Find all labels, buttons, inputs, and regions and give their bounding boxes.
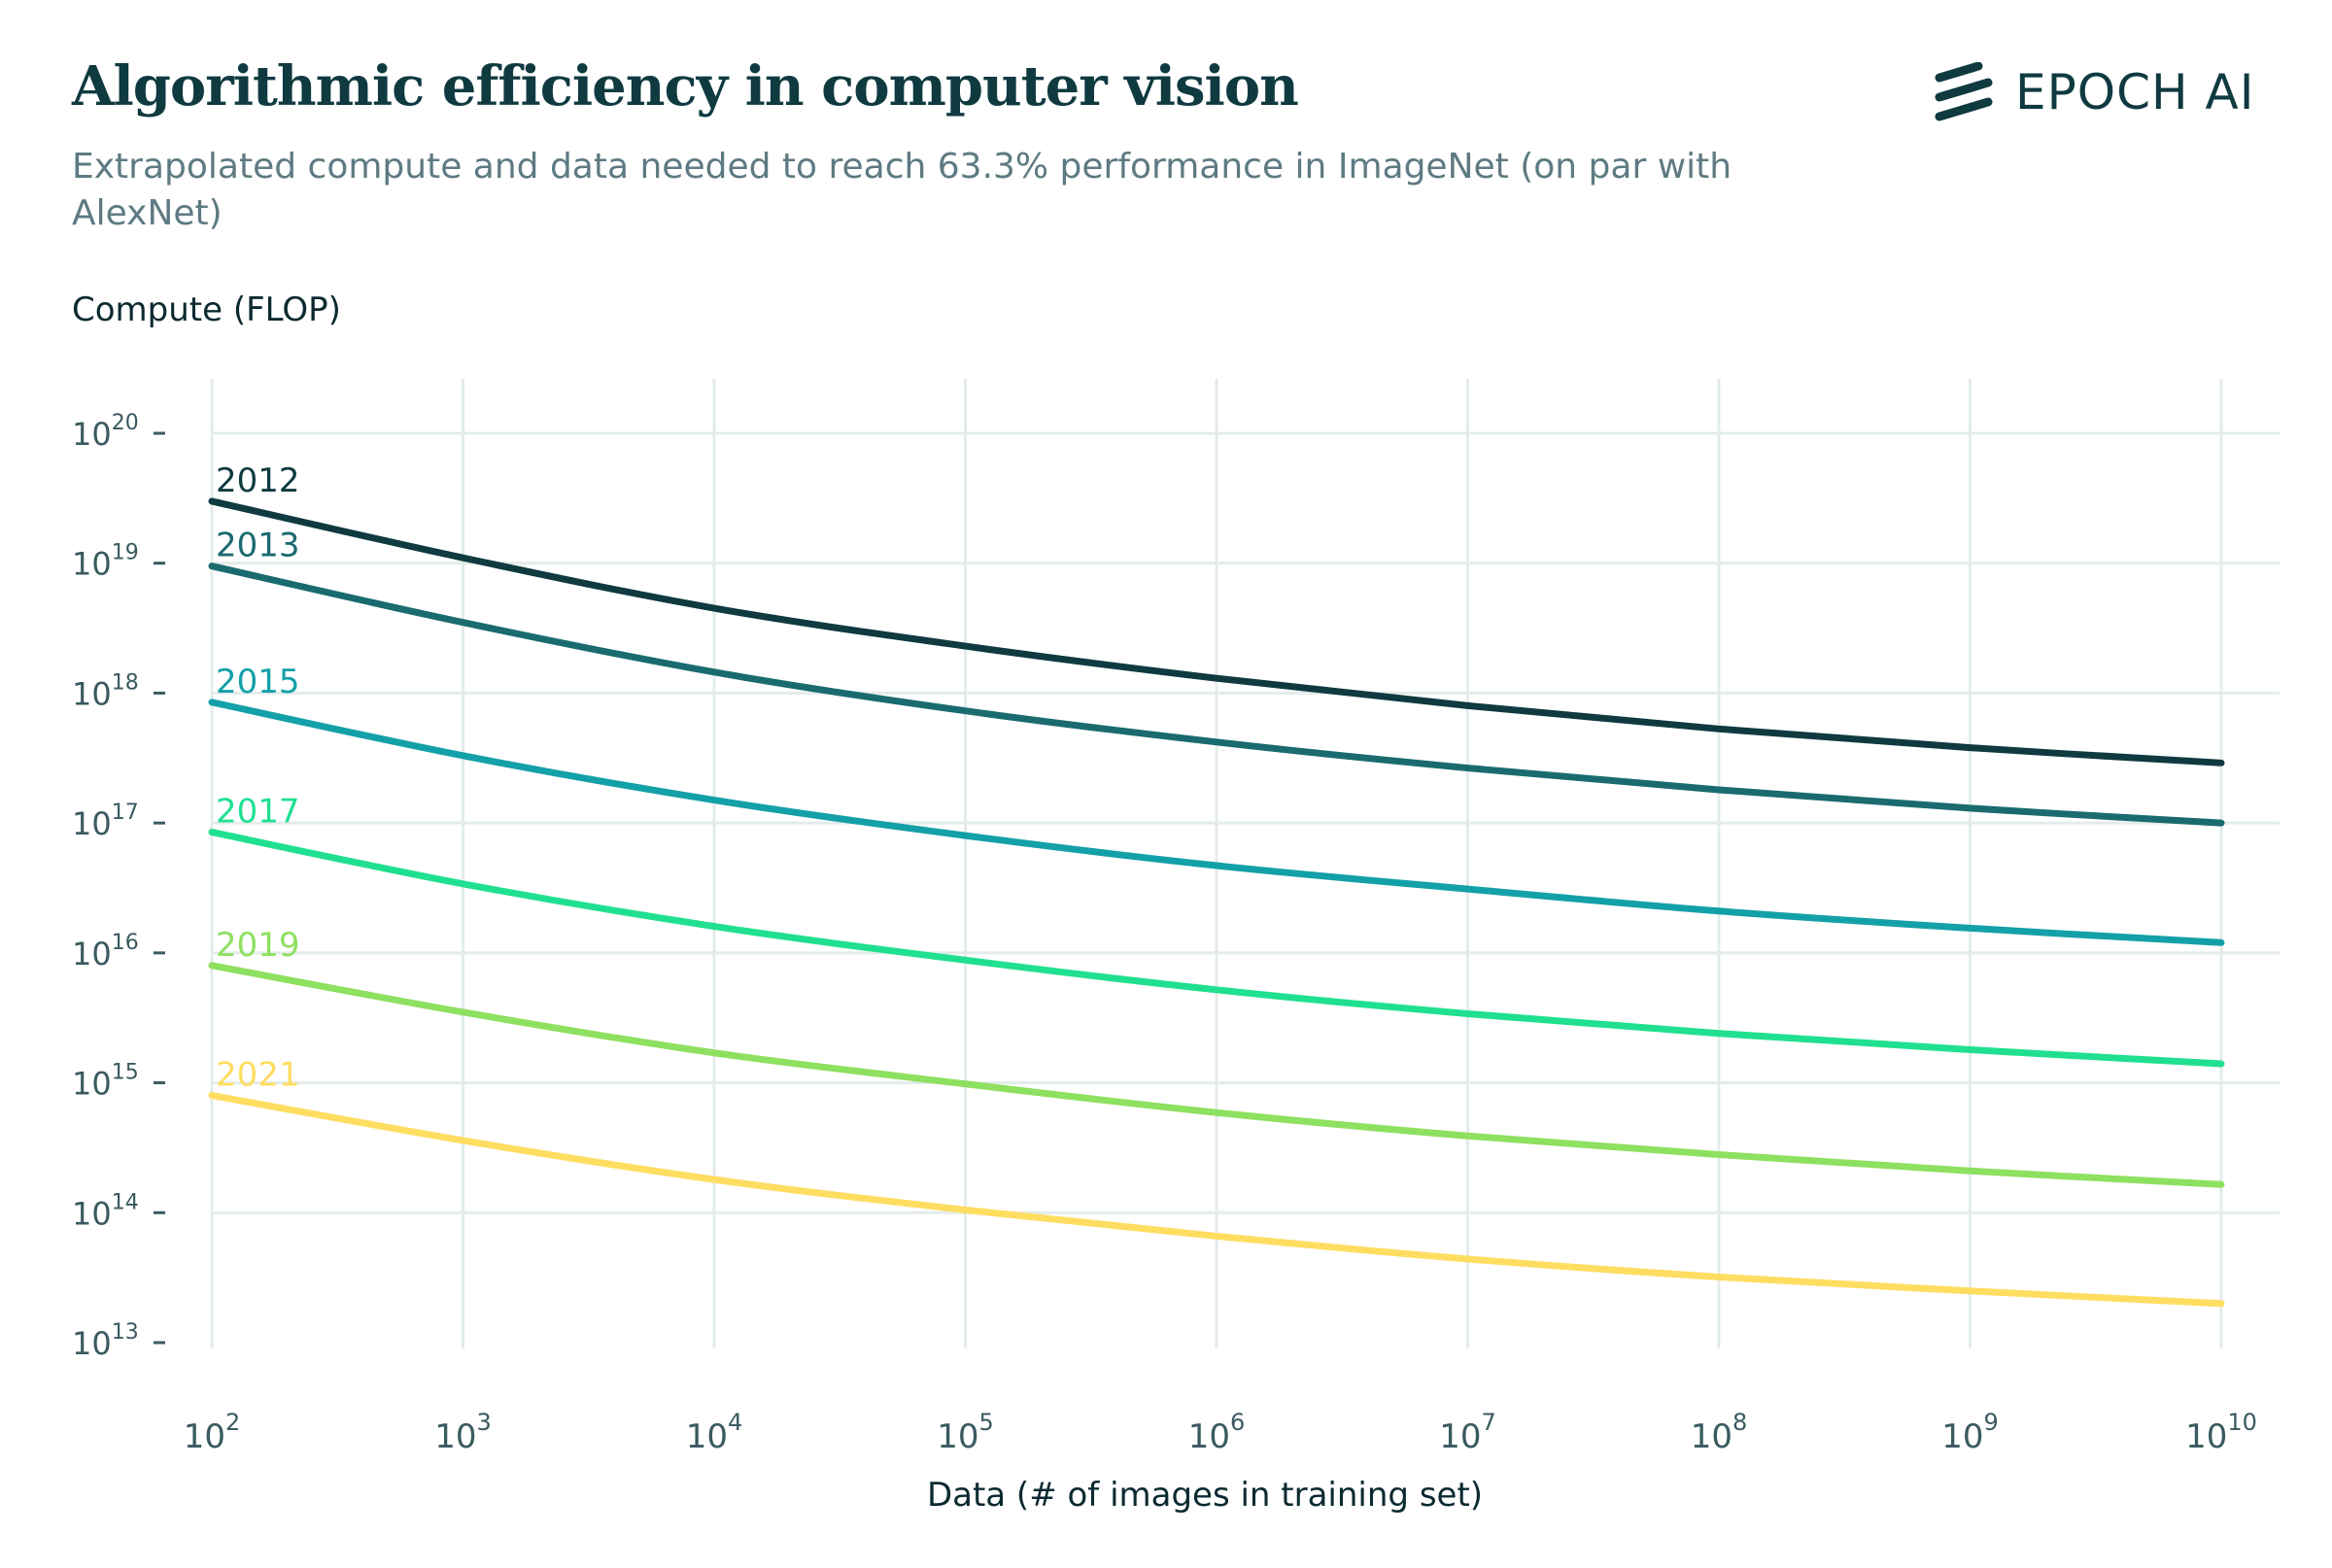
x-tick-base: 10 [1188, 1417, 1230, 1456]
brand-logo: EPOCH AI [1934, 58, 2254, 126]
series-label-2015: 2015 [216, 663, 300, 701]
x-tick-exponent: 6 [1230, 1409, 1245, 1436]
series-label-2012: 2012 [216, 461, 300, 500]
x-axis-ticks: 102 103 104 105 106 107 108 109 1010 [184, 1409, 2257, 1456]
y-tick-label: 1014 [72, 1190, 139, 1232]
series-line-2015 [208, 699, 2225, 946]
x-tick-label: 104 [686, 1409, 743, 1456]
y-tick-exponent: 13 [112, 1320, 139, 1345]
y-tick-base: 10 [72, 936, 112, 972]
y-tick-exponent: 15 [112, 1061, 139, 1085]
y-tick-base: 10 [72, 546, 112, 583]
series-label-2021: 2021 [216, 1056, 300, 1095]
y-tick-base: 10 [72, 416, 112, 453]
y-tick-base: 10 [72, 675, 112, 712]
x-tick-exponent: 9 [1983, 1409, 1998, 1436]
x-tick-base: 10 [1439, 1417, 1481, 1456]
series-line-2021 [208, 1092, 2225, 1308]
x-tick-base: 10 [1941, 1417, 1983, 1456]
series-line-2017 [208, 829, 2225, 1068]
x-tick-base: 10 [184, 1417, 225, 1456]
y-tick-label: 1015 [72, 1061, 139, 1103]
brand-name: EPOCH AI [2015, 64, 2255, 120]
x-tick-base: 10 [434, 1417, 476, 1456]
x-tick-exponent: 4 [728, 1409, 742, 1436]
x-tick-exponent: 8 [1732, 1409, 1747, 1436]
y-tick-base: 10 [72, 1325, 112, 1362]
y-tick-base: 10 [72, 1195, 112, 1232]
x-tick-label: 103 [434, 1409, 492, 1456]
series-labels: 2012 2013 2015 2017 2019 2021 [216, 461, 300, 1095]
y-tick-label: 1020 [72, 411, 139, 453]
x-tick-exponent: 2 [225, 1409, 240, 1436]
x-tick-exponent: 5 [978, 1409, 993, 1436]
x-tick-label: 1010 [2185, 1409, 2257, 1456]
y-tick-label: 1016 [72, 931, 139, 972]
x-tick-base: 10 [937, 1417, 978, 1456]
y-tick-exponent: 18 [112, 670, 139, 695]
series-lines [208, 497, 2225, 1308]
series-label-2017: 2017 [216, 793, 300, 832]
y-tick-label: 1018 [72, 670, 139, 712]
x-axis-title: Data (# of images in training set) [927, 1476, 1483, 1515]
y-tick-label: 1017 [72, 801, 139, 842]
x-tick-label: 106 [1188, 1409, 1246, 1456]
y-tick-exponent: 17 [112, 801, 139, 825]
series-line-2012 [208, 497, 2225, 767]
x-tick-label: 102 [184, 1409, 241, 1456]
series-line-2019 [208, 962, 2225, 1188]
grid [210, 379, 2280, 1348]
chart-title: Algorithmic efficiency in computer visio… [72, 54, 1299, 119]
x-tick-label: 107 [1439, 1409, 1496, 1456]
x-tick-exponent: 3 [476, 1409, 491, 1436]
x-tick-exponent: 7 [1481, 1409, 1495, 1436]
series-label-2019: 2019 [216, 926, 300, 965]
y-tick-exponent: 20 [112, 411, 139, 435]
x-tick-label: 109 [1941, 1409, 1999, 1456]
y-tick-label: 1013 [72, 1320, 139, 1362]
y-tick-base: 10 [72, 1066, 112, 1103]
series-line-2013 [208, 562, 2225, 827]
x-tick-exponent: 10 [2227, 1409, 2257, 1436]
series-label-2013: 2013 [216, 527, 300, 565]
y-tick-exponent: 14 [112, 1190, 139, 1214]
y-tick-exponent: 16 [112, 931, 139, 955]
chart-subtitle: Extrapolated compute and data needed to … [72, 147, 1732, 233]
x-tick-base: 10 [2185, 1417, 2227, 1456]
x-tick-base: 10 [686, 1417, 728, 1456]
x-tick-label: 105 [937, 1409, 994, 1456]
x-tick-base: 10 [1691, 1417, 1732, 1456]
y-axis-title: Compute (FLOP) [72, 290, 341, 329]
x-tick-label: 108 [1691, 1409, 1748, 1456]
epoch-stripes-icon [1935, 62, 1993, 121]
y-tick-label: 1019 [72, 541, 139, 583]
y-tick-base: 10 [72, 805, 112, 842]
y-tick-exponent: 19 [112, 541, 139, 565]
